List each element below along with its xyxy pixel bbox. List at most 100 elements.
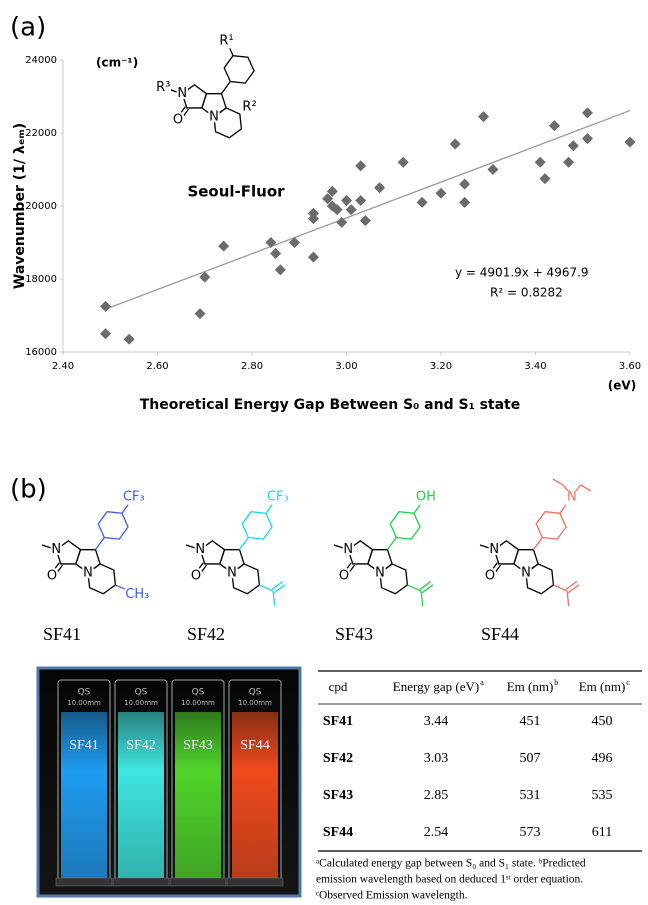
y-unit: (cm⁻¹) — [96, 56, 138, 70]
table-cell: 531 — [520, 788, 541, 803]
atom-label: N — [51, 542, 61, 557]
bond — [229, 48, 234, 56]
bond — [420, 590, 424, 607]
atom-label: R¹ — [219, 34, 233, 49]
atom-label: OH — [416, 489, 436, 504]
bond — [559, 504, 567, 514]
table-cell: 507 — [520, 751, 541, 766]
cuvette-text: 10.00mm — [181, 699, 215, 707]
table-header: Em (nm) — [507, 679, 554, 694]
cuvette-base — [112, 877, 170, 887]
cuvette-text: 10.00mm — [238, 699, 272, 707]
bond — [580, 484, 592, 492]
data-point — [123, 333, 135, 345]
cuvette-base — [226, 877, 284, 887]
data-point — [478, 111, 490, 123]
atom-label: CF₃ — [123, 489, 145, 504]
bond — [238, 537, 249, 551]
bond — [344, 562, 352, 572]
vial-solution — [61, 712, 107, 878]
bond — [562, 484, 569, 492]
pyridine-ring — [213, 107, 243, 139]
bond — [271, 580, 284, 590]
atom-label: CH₃ — [125, 587, 149, 602]
x-tick-label: 2.60 — [146, 361, 168, 372]
atom-label: O — [191, 569, 201, 584]
y-tick-label: 22000 — [25, 128, 57, 139]
atom-label: N — [227, 565, 237, 580]
table-cell: SF44 — [323, 825, 353, 840]
y-tick-label: 20000 — [25, 201, 57, 212]
bond — [178, 106, 186, 116]
vial-label: SF42 — [126, 738, 156, 753]
y-tick-label: 18000 — [25, 274, 57, 285]
bond — [181, 108, 190, 118]
compound-name: SF42 — [187, 624, 225, 644]
bond — [55, 564, 64, 574]
data-point — [487, 164, 499, 175]
atom-label: N — [489, 542, 499, 557]
cuvette-base — [169, 877, 227, 887]
bond — [115, 584, 127, 591]
data-point — [416, 196, 428, 208]
cuvette-text: QS — [249, 688, 262, 698]
bond — [170, 89, 183, 95]
vial-solution — [232, 712, 278, 878]
trendline — [105, 109, 631, 310]
data-point — [355, 195, 367, 207]
bond — [532, 537, 543, 551]
footnote: ᵃCalculated energy gap between S₀ and S₁… — [316, 858, 586, 870]
table-note-mark: a — [480, 678, 484, 687]
table-header: Energy gap (eV) — [393, 679, 479, 694]
table-cell: 3.44 — [424, 714, 449, 729]
atom-label: N — [521, 565, 531, 580]
atom-label: R² — [242, 99, 256, 114]
bond — [272, 590, 276, 607]
bond — [479, 544, 495, 551]
data-point — [274, 264, 286, 276]
table-note-mark: b — [554, 678, 558, 687]
data-point — [567, 140, 579, 152]
y-tick-label: 24000 — [25, 55, 57, 66]
bond — [421, 584, 434, 594]
annotation: y = 4901.9x + 4967.9 — [455, 266, 589, 280]
table-cell: 3.03 — [424, 751, 449, 766]
atom-label: N — [567, 489, 577, 504]
panel-label: (b) — [10, 475, 47, 505]
data-point — [581, 132, 593, 144]
x-tick-label: 2.80 — [241, 361, 263, 372]
data-point — [307, 251, 319, 263]
atom-label: O — [47, 569, 57, 584]
phenyl-ring — [223, 55, 255, 84]
compound-name: SF41 — [43, 624, 81, 644]
data-point — [100, 300, 112, 312]
vial-label: SF44 — [240, 738, 270, 753]
x-tick-label: 3.60 — [619, 361, 641, 372]
phenyl-ring — [389, 511, 421, 540]
cuvette-text: 10.00mm — [67, 699, 101, 707]
table-cell: SF43 — [323, 788, 353, 803]
annotation: R² = 0.8282 — [490, 286, 563, 300]
cuvette-text: QS — [192, 688, 205, 698]
data-point — [199, 271, 211, 283]
bond — [567, 584, 580, 594]
data-point — [336, 216, 348, 228]
lactam-ring — [55, 540, 82, 565]
data-point — [289, 237, 301, 248]
atom-label: N — [195, 542, 205, 557]
bond — [41, 544, 57, 551]
data-point — [345, 204, 357, 216]
bond — [185, 544, 201, 551]
table-cell: SF42 — [323, 751, 353, 766]
panel-label: (a) — [10, 13, 46, 43]
y-axis-label: Wavenumber (1/ λₑₘ) — [12, 123, 28, 289]
bond — [196, 562, 204, 572]
compound-name: SF43 — [335, 624, 373, 644]
data-point — [563, 156, 575, 168]
x-tick-label: 3.40 — [524, 361, 546, 372]
table-cell: 2.54 — [424, 825, 449, 840]
phenyl-ring — [97, 511, 129, 540]
table-cell: 2.85 — [424, 788, 449, 803]
data-point — [435, 187, 447, 199]
lactam-ring — [493, 540, 520, 565]
